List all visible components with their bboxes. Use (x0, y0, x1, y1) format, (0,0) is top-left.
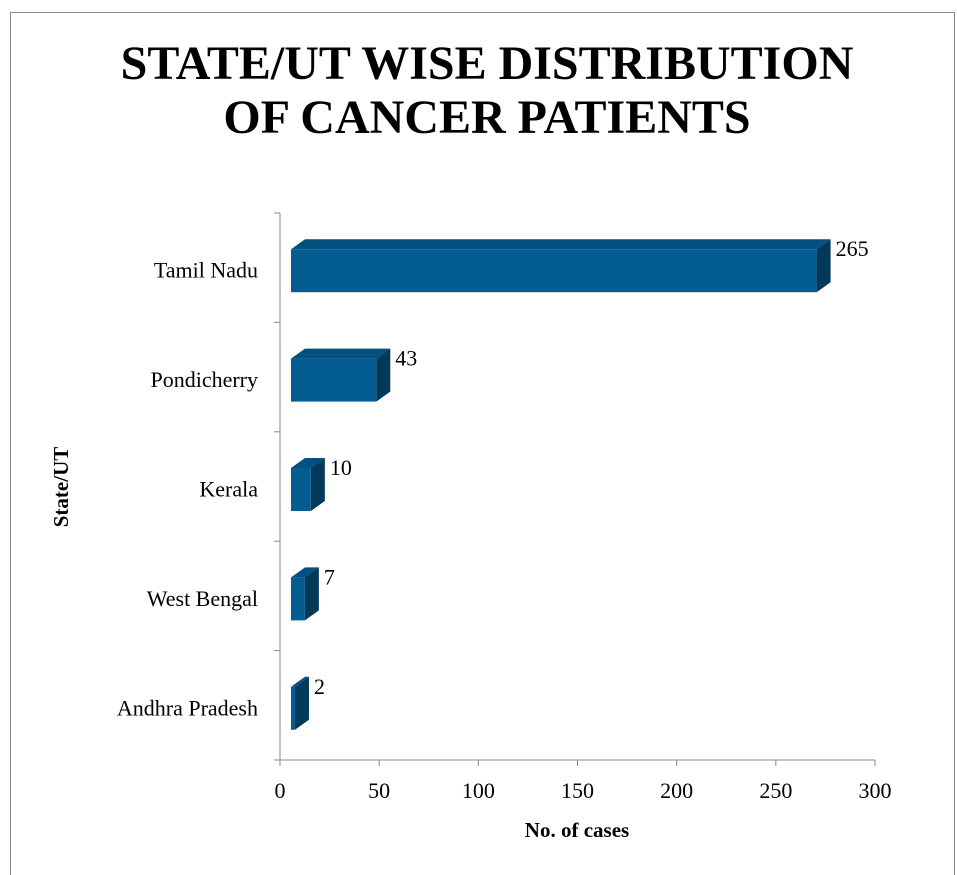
bar-top (291, 239, 831, 250)
x-tick-label: 250 (759, 778, 792, 803)
bar-side (816, 239, 831, 293)
x-tick-label: 150 (561, 778, 594, 803)
x-tick-label: 300 (859, 778, 892, 803)
value-label: 2 (314, 674, 325, 699)
y-tick-label: Pondicherry (150, 367, 258, 392)
x-tick-label: 0 (275, 778, 286, 803)
bar-side (294, 676, 309, 730)
bar-top (291, 458, 325, 468)
bar-top (291, 567, 319, 578)
y-tick-label: Andhra Pradesh (117, 695, 258, 720)
value-label: 10 (330, 455, 352, 480)
bar-top (291, 676, 309, 687)
bar (291, 686, 295, 730)
x-tick-label: 50 (368, 778, 390, 803)
x-tick-label: 200 (660, 778, 693, 803)
bar-side (304, 567, 319, 621)
y-axis-title: State/UT (49, 447, 73, 528)
bar (291, 358, 377, 402)
value-label: 7 (324, 564, 335, 589)
chart-title: OF CANCER PATIENTS (223, 91, 750, 144)
y-tick-label: Tamil Nadu (154, 258, 258, 283)
y-tick-label: West Bengal (147, 586, 258, 611)
bar-side (376, 348, 391, 402)
bar-top (291, 348, 391, 359)
y-tick-label: Kerala (199, 477, 258, 502)
x-tick-label: 100 (462, 778, 495, 803)
value-label: 265 (836, 236, 869, 261)
chart-border (10, 12, 955, 875)
value-label: 43 (395, 346, 417, 371)
bar (291, 577, 305, 621)
chart-title: STATE/UT WISE DISTRIBUTION (121, 37, 854, 90)
x-axis-title: No. of cases (525, 818, 629, 842)
bar-side (310, 458, 325, 511)
bar (291, 249, 817, 293)
bar (291, 468, 311, 511)
